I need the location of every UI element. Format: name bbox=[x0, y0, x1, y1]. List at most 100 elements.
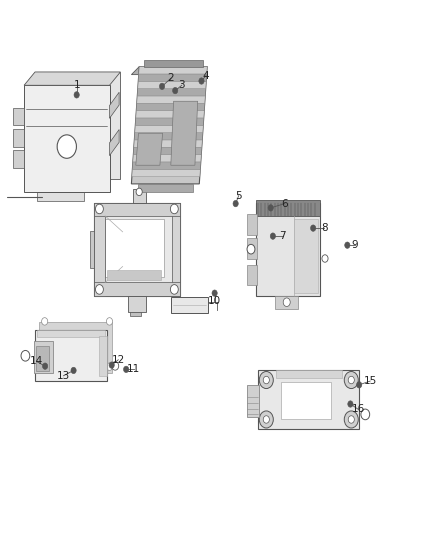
Text: 10: 10 bbox=[208, 296, 221, 306]
Polygon shape bbox=[130, 312, 141, 316]
Circle shape bbox=[42, 363, 48, 369]
FancyBboxPatch shape bbox=[247, 385, 259, 417]
Text: 16: 16 bbox=[352, 405, 365, 414]
Circle shape bbox=[270, 233, 276, 239]
Polygon shape bbox=[137, 96, 205, 103]
Circle shape bbox=[106, 363, 113, 370]
Polygon shape bbox=[13, 108, 24, 125]
Polygon shape bbox=[131, 67, 207, 184]
Polygon shape bbox=[13, 129, 24, 147]
Polygon shape bbox=[133, 155, 201, 162]
Text: 13: 13 bbox=[57, 371, 70, 381]
Circle shape bbox=[136, 188, 142, 196]
Polygon shape bbox=[33, 179, 101, 192]
Circle shape bbox=[124, 366, 129, 373]
FancyBboxPatch shape bbox=[281, 382, 331, 418]
FancyBboxPatch shape bbox=[247, 265, 257, 285]
FancyBboxPatch shape bbox=[258, 370, 359, 429]
Text: 6: 6 bbox=[281, 199, 288, 208]
FancyBboxPatch shape bbox=[35, 330, 107, 381]
Text: 3: 3 bbox=[178, 80, 185, 90]
Circle shape bbox=[170, 285, 178, 294]
Polygon shape bbox=[24, 85, 110, 192]
Polygon shape bbox=[135, 118, 204, 125]
FancyBboxPatch shape bbox=[247, 238, 257, 259]
Circle shape bbox=[311, 225, 316, 231]
FancyBboxPatch shape bbox=[105, 219, 164, 277]
Circle shape bbox=[95, 285, 103, 294]
FancyBboxPatch shape bbox=[294, 219, 318, 293]
Polygon shape bbox=[144, 60, 203, 67]
Circle shape bbox=[173, 87, 178, 94]
Polygon shape bbox=[136, 103, 205, 111]
Circle shape bbox=[42, 363, 48, 370]
Text: 14: 14 bbox=[30, 357, 43, 366]
Polygon shape bbox=[171, 101, 198, 165]
Circle shape bbox=[199, 78, 204, 84]
FancyBboxPatch shape bbox=[128, 296, 146, 312]
Text: 1: 1 bbox=[73, 80, 80, 90]
Polygon shape bbox=[39, 322, 112, 373]
FancyBboxPatch shape bbox=[171, 297, 208, 313]
Polygon shape bbox=[35, 72, 120, 179]
Circle shape bbox=[159, 83, 165, 90]
Circle shape bbox=[95, 204, 103, 214]
Text: 2: 2 bbox=[167, 74, 174, 83]
Polygon shape bbox=[138, 81, 206, 88]
Circle shape bbox=[247, 244, 255, 254]
Circle shape bbox=[348, 416, 354, 423]
Polygon shape bbox=[138, 184, 193, 192]
Polygon shape bbox=[110, 130, 119, 156]
Circle shape bbox=[344, 411, 358, 428]
Circle shape bbox=[259, 411, 273, 428]
Circle shape bbox=[259, 372, 273, 389]
Circle shape bbox=[268, 205, 273, 211]
Text: 4: 4 bbox=[202, 71, 209, 80]
FancyBboxPatch shape bbox=[107, 270, 161, 280]
FancyBboxPatch shape bbox=[256, 200, 320, 216]
Polygon shape bbox=[90, 230, 94, 268]
Polygon shape bbox=[138, 74, 207, 81]
Circle shape bbox=[357, 382, 362, 388]
Circle shape bbox=[344, 372, 358, 389]
Polygon shape bbox=[132, 169, 200, 176]
Polygon shape bbox=[132, 162, 201, 169]
Circle shape bbox=[345, 242, 350, 248]
Text: 12: 12 bbox=[112, 355, 125, 365]
Circle shape bbox=[170, 204, 178, 214]
FancyBboxPatch shape bbox=[94, 203, 180, 296]
FancyBboxPatch shape bbox=[37, 330, 105, 337]
Circle shape bbox=[112, 361, 119, 370]
Circle shape bbox=[233, 200, 238, 207]
Circle shape bbox=[322, 255, 328, 262]
Polygon shape bbox=[139, 67, 207, 74]
Circle shape bbox=[212, 290, 217, 296]
Polygon shape bbox=[136, 133, 162, 165]
FancyBboxPatch shape bbox=[94, 282, 180, 296]
Text: 8: 8 bbox=[321, 223, 328, 233]
Text: 9: 9 bbox=[351, 240, 358, 250]
FancyBboxPatch shape bbox=[94, 203, 105, 296]
FancyBboxPatch shape bbox=[36, 346, 49, 371]
Circle shape bbox=[71, 367, 76, 374]
FancyBboxPatch shape bbox=[275, 296, 297, 309]
Circle shape bbox=[106, 318, 113, 325]
Polygon shape bbox=[135, 125, 203, 133]
FancyBboxPatch shape bbox=[37, 192, 84, 201]
Polygon shape bbox=[24, 72, 120, 85]
Circle shape bbox=[348, 376, 354, 384]
FancyBboxPatch shape bbox=[247, 214, 257, 235]
Circle shape bbox=[42, 318, 48, 325]
Polygon shape bbox=[134, 133, 203, 140]
Circle shape bbox=[74, 92, 79, 98]
Circle shape bbox=[263, 416, 269, 423]
Circle shape bbox=[21, 351, 30, 361]
Text: 11: 11 bbox=[127, 365, 140, 374]
Text: 5: 5 bbox=[235, 191, 242, 200]
Circle shape bbox=[263, 376, 269, 384]
Polygon shape bbox=[13, 150, 24, 168]
FancyBboxPatch shape bbox=[133, 189, 146, 203]
Polygon shape bbox=[136, 111, 204, 118]
Text: 7: 7 bbox=[279, 231, 286, 241]
Polygon shape bbox=[133, 147, 202, 155]
